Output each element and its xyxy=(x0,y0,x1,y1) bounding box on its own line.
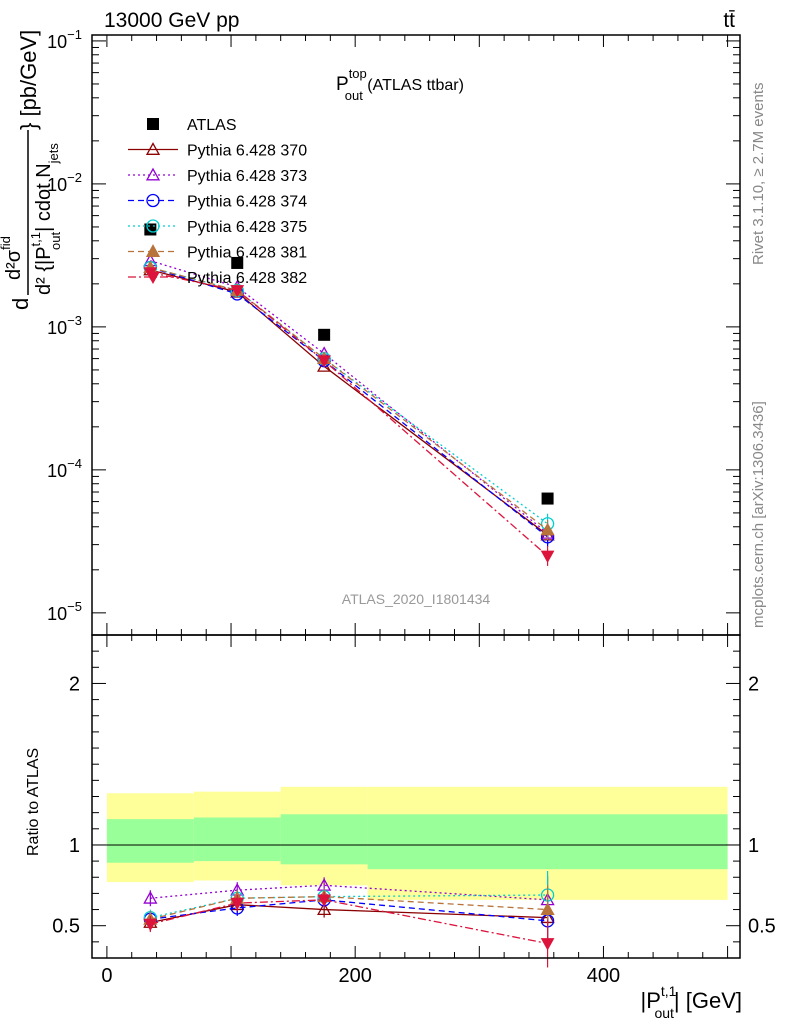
legend-label: ATLAS xyxy=(187,117,237,134)
plot-title: Ptop out (ATLAS ttbar) xyxy=(336,66,464,103)
ratio-ytick-label-left: 2 xyxy=(69,673,80,695)
main-series-line xyxy=(150,271,549,557)
main-series-6 xyxy=(143,267,555,566)
rivet-version-label: Rivet 3.1.10, ≥ 2.7M events xyxy=(750,83,767,266)
main-ylabel: d d²σfid d² {|Pt,1 out| cdot Njets } [pb/… xyxy=(0,30,63,310)
ratio-data-point xyxy=(230,897,245,911)
legend-entry-1: Pythia 6.428 370 xyxy=(128,142,307,160)
legend-entry-4: Pythia 6.428 375 xyxy=(128,219,307,236)
ratio-xlabel: |Pt,1 out| [GeV] xyxy=(640,983,742,1021)
svg-text:d: d xyxy=(8,298,33,310)
main-data-point xyxy=(317,355,331,368)
legend-label: Pythia 6.428 370 xyxy=(187,143,307,160)
ratio-ytick-label-right: 1 xyxy=(748,835,759,857)
ratio-band-green xyxy=(193,817,281,862)
energy-label: 13000 GeV pp xyxy=(104,9,239,32)
ratio-ytick-label-right: 2 xyxy=(748,673,759,695)
ratio-band-green xyxy=(367,814,728,870)
ratio-series-line xyxy=(150,904,548,924)
main-ytick-label: 10−3 xyxy=(47,313,82,338)
legend-marker xyxy=(146,219,160,233)
ratio-series-0 xyxy=(143,893,555,942)
main-series-5 xyxy=(143,260,555,540)
mcplots-label: mcplots.cern.ch [arXiv:1306.3436] xyxy=(750,401,767,628)
main-series-line xyxy=(150,266,548,538)
legend-label: Pythia 6.428 375 xyxy=(187,219,307,236)
legend-entry-2: Pythia 6.428 373 xyxy=(128,167,307,185)
main-series-3 xyxy=(143,260,555,547)
ratio-ytick-label-left: 0.5 xyxy=(52,916,80,938)
main-series-2 xyxy=(143,253,555,544)
main-series-0 xyxy=(144,223,554,505)
main-data-point xyxy=(144,223,157,236)
legend-label: Pythia 6.428 373 xyxy=(187,168,307,185)
main-data-point xyxy=(541,492,554,505)
legend-label: Pythia 6.428 381 xyxy=(187,245,307,262)
main-data-point xyxy=(540,550,555,563)
legend-entry-6: Pythia 6.428 382 xyxy=(128,270,307,287)
main-data-point xyxy=(231,256,244,269)
legend-marker xyxy=(146,193,160,208)
legend-marker xyxy=(145,244,161,257)
ratio-data-point xyxy=(143,890,158,904)
svg-text:d²σfid: d²σfid xyxy=(0,236,25,280)
ratio-series-line xyxy=(150,899,548,945)
process-label: tt̄ xyxy=(723,9,735,32)
analysis-watermark: ATLAS_2020_I1801434 xyxy=(342,591,491,607)
ratio-ytick-label-left: 1 xyxy=(69,835,80,857)
ratio-series-5 xyxy=(143,891,555,968)
main-ytick-label: 10−4 xyxy=(47,456,82,481)
ratio-xtick-label: 0 xyxy=(101,965,112,987)
ratio-data-point xyxy=(317,902,332,915)
ratio-band-green xyxy=(106,819,194,863)
legend-marker xyxy=(145,167,161,181)
main-series-line xyxy=(150,266,548,531)
legend-marker xyxy=(146,271,160,285)
legend-label: Pythia 6.428 374 xyxy=(187,194,307,211)
main-data-point xyxy=(318,328,331,341)
legend-marker xyxy=(145,142,161,155)
ratio-xtick-label: 200 xyxy=(338,965,371,987)
main-ytick-label: 10−1 xyxy=(47,27,82,52)
ratio-ylabel: Ratio to ATLAS xyxy=(25,748,42,856)
legend-label: Pythia 6.428 382 xyxy=(187,270,307,287)
legend-entry-0: ATLAS xyxy=(147,117,237,134)
main-series-line xyxy=(150,260,548,534)
main-data-point xyxy=(540,522,555,536)
main-data-point xyxy=(230,285,245,298)
main-series-line xyxy=(150,269,548,536)
ratio-data-point xyxy=(540,902,555,915)
ratio-data-point xyxy=(540,938,555,951)
ratio-band-green xyxy=(280,814,368,865)
legend-entry-3: Pythia 6.428 374 xyxy=(128,194,307,211)
ratio-data-point xyxy=(143,918,158,932)
legend-marker xyxy=(147,118,159,130)
main-series-1 xyxy=(143,262,555,546)
ratio-xtick-label: 400 xyxy=(587,965,620,987)
main-ytick-label: 10−5 xyxy=(47,599,82,624)
main-ytick-label: 10−2 xyxy=(47,170,82,195)
svg-text:} [pb/GeV]: } [pb/GeV] xyxy=(16,30,41,130)
ratio-ytick-label-right: 0.5 xyxy=(748,916,776,938)
ratio-data-point xyxy=(317,894,331,907)
legend-entry-5: Pythia 6.428 381 xyxy=(128,244,307,262)
ratio-series-line xyxy=(150,895,548,920)
ratio-series-line xyxy=(150,884,548,901)
